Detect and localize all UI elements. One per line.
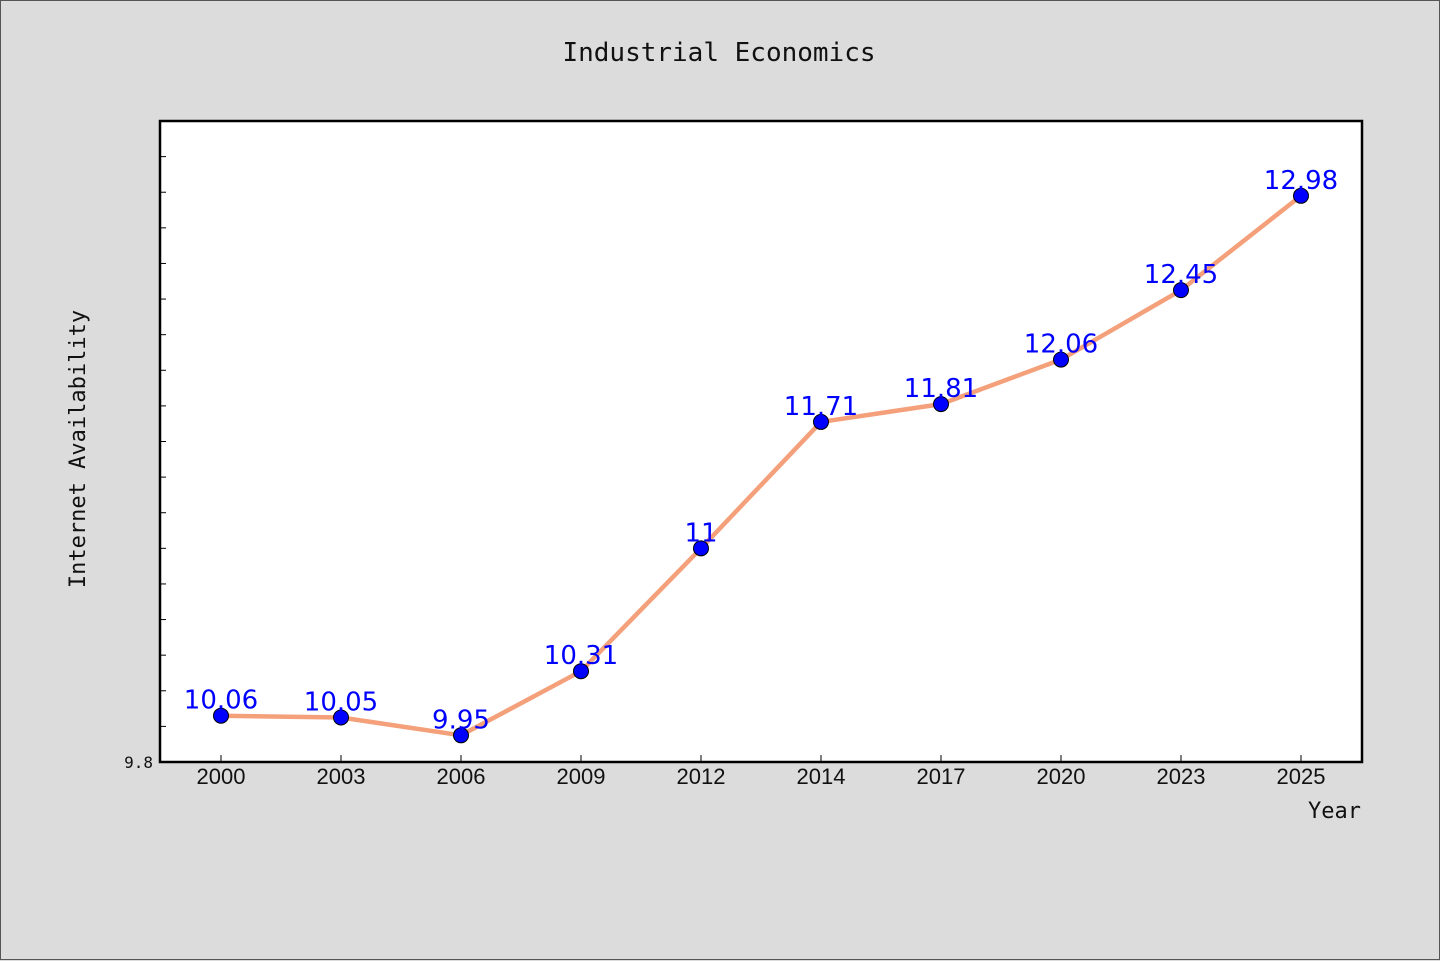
y-axis-label: Internet Availability bbox=[66, 310, 91, 588]
y-tick-label: 9.8 bbox=[124, 753, 153, 772]
x-tick-label: 2014 bbox=[797, 764, 846, 789]
x-axis-label: Year bbox=[1308, 799, 1361, 824]
series-line-group bbox=[218, 193, 1304, 738]
x-tick-label: 2023 bbox=[1157, 764, 1206, 789]
data-point bbox=[453, 727, 469, 744]
series-line bbox=[218, 193, 1304, 738]
series-points-group bbox=[213, 187, 1309, 744]
x-tick-label: 2025 bbox=[1277, 764, 1326, 789]
data-label: 12.06 bbox=[1024, 330, 1098, 360]
data-point bbox=[933, 396, 949, 413]
data-label: 11 bbox=[684, 518, 717, 548]
data-point bbox=[573, 663, 589, 680]
data-label: 12.45 bbox=[1144, 260, 1218, 290]
data-point bbox=[213, 707, 229, 724]
data-label: 11.71 bbox=[784, 392, 858, 422]
data-point bbox=[1293, 187, 1309, 204]
x-tick-label: 2020 bbox=[1037, 764, 1086, 789]
data-label: 12.98 bbox=[1264, 166, 1338, 196]
data-label: 11.81 bbox=[904, 374, 978, 404]
data-label: 10.06 bbox=[184, 686, 258, 716]
x-tick-label: 2017 bbox=[917, 764, 966, 789]
data-point bbox=[693, 540, 709, 557]
data-point bbox=[333, 709, 349, 726]
data-point bbox=[1173, 282, 1189, 299]
x-tick-label: 2009 bbox=[557, 764, 606, 789]
x-tick-label: 2003 bbox=[317, 764, 366, 789]
data-label: 9.95 bbox=[432, 705, 490, 735]
x-tick-label: 2006 bbox=[437, 764, 486, 789]
chart-title: Industrial Economics bbox=[562, 38, 875, 68]
data-label: 10.05 bbox=[304, 687, 378, 717]
data-label: 10.31 bbox=[544, 641, 618, 671]
x-tick-label: 2012 bbox=[677, 764, 726, 789]
data-labels-group: 10.06 10.05 9.95 10.31 11 11.71 11.81 12.06 12.4… bbox=[184, 166, 1338, 736]
plot-area bbox=[158, 119, 1364, 764]
data-point bbox=[813, 413, 829, 430]
data-point bbox=[1053, 351, 1069, 368]
x-tick-label: 2000 bbox=[197, 764, 246, 789]
y-axis-minor-ticks bbox=[160, 156, 166, 727]
x-axis-ticks: 2000 2003 2006 2009 2012 2014 2017 2020 2023 2025 bbox=[197, 755, 1326, 789]
